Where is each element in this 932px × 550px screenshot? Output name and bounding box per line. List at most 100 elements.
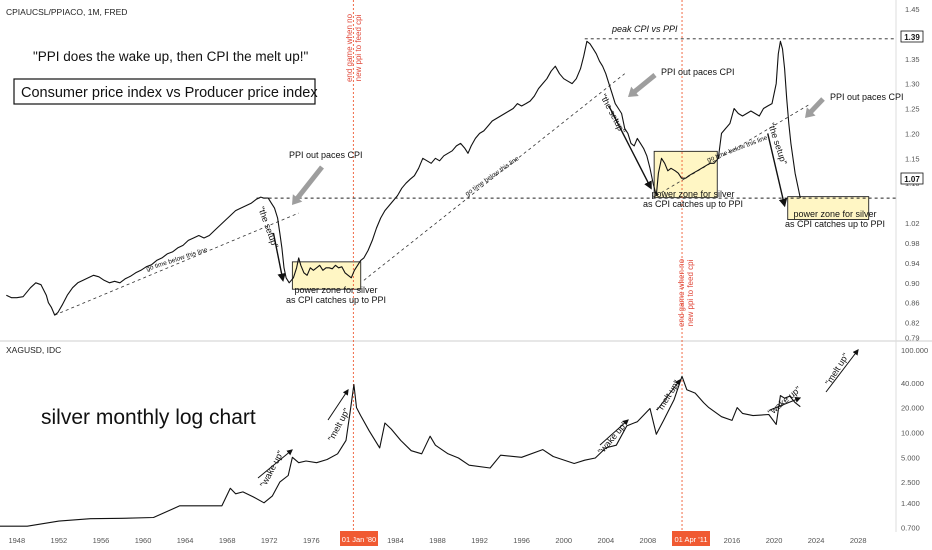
top-y-tick: 1.35 [905,55,920,64]
go-time-label-2: go time below this line [464,155,521,198]
end-game-label-1a: end game when no [345,13,354,82]
setup-arrow-2 [608,105,652,190]
bottom-symbol-label[interactable]: XAGUSD, IDC [6,345,61,355]
bottom-y-tick: 20.000 [901,404,924,413]
x-tick: 1956 [93,536,110,545]
x-tick: 1996 [513,536,530,545]
top-y-tick: 0.90 [905,279,920,288]
cpi-ppi-series-line [6,40,801,316]
x-tick: 1960 [135,536,152,545]
grey-arrow-3 [805,97,825,118]
power-zone-label-3b: as CPI catches up to PPI [785,219,885,229]
melt-up-label-2: "melt up" [654,378,682,414]
x-tick: 1988 [429,536,446,545]
power-zone-label-2a: power zone for silver [651,189,734,199]
top-symbol-label[interactable]: CPIAUCSL/PPIACO, 1M, FRED [6,7,127,17]
power-zone-1 [291,261,362,290]
thin-arrow-4 [656,379,681,411]
power-zone-label-3a: power zone for silver [793,209,876,219]
power-zone-label-1a: power zone for silver [294,285,377,295]
chart-drawing [0,0,932,532]
top-y-tick: 1.20 [905,129,920,138]
x-tick: 1948 [8,536,25,545]
quote-text: "PPI does the wake up, then CPI the melt… [33,49,308,64]
ppi-outpaces-label-2: PPI out paces CPI [661,67,735,77]
x-tick: 2008 [640,536,657,545]
top-y-tick: 0.94 [905,259,920,268]
x-tick: 2028 [850,536,867,545]
silver-series-line [0,375,801,527]
x-tick: 1984 [387,536,404,545]
top-y-tick: 1.15 [905,154,920,163]
power-zone-2 [653,150,718,199]
x-tick: 2024 [808,536,825,545]
setup-arrow-1 [272,232,286,282]
x-tick: 1968 [219,536,236,545]
end-game-label-2a: end game when no [677,258,686,327]
bottom-panel-text: XAGUSD, IDC silver monthly log chart "wa… [6,345,851,489]
highlight-tag-2011-text: 01 Apr '11 [675,535,708,544]
thin-arrow-6 [825,349,859,393]
trend-line-1 [54,212,299,316]
bottom-y-tick: 10.000 [901,428,924,437]
grey-arrow-2 [628,73,657,97]
price-tag-low-text: 1.07 [904,175,920,184]
top-y-tick: 1.45 [905,5,920,14]
bottom-y-tick: 5.000 [901,453,920,462]
end-game-label-2b: new ppi to feed cpi [686,259,695,326]
thin-arrow-1 [257,449,293,479]
title-box [13,78,316,105]
setup-arrow-3 [767,133,788,208]
x-axis: 1948 1952 1956 1960 1964 1968 1972 1976 1984 1988… [8,536,866,545]
peak-label: peak CPI vs PPI [611,24,678,34]
highlight-tag-2011: 01 Apr '11 [672,531,710,546]
ppi-outpaces-label-1: PPI out paces CPI [289,150,363,160]
top-y-tick: 1.02 [905,219,920,228]
thin-arrow-5 [769,396,802,411]
x-tick: 2016 [724,536,741,545]
price-tag-high: 1.39 [900,30,924,43]
top-y-tick: 0.98 [905,239,920,248]
grey-arrow-shape [628,73,657,97]
x-tick: 2004 [597,536,614,545]
bottom-y-axis: 100.000 40.000 20.000 10.000 5.000 2.500 1.400… [901,346,928,533]
bottom-y-tick: 0.700 [901,524,920,533]
grey-arrow-1 [291,165,324,206]
trend-line-2 [363,73,625,281]
wake-up-label-2: "wake up" [596,419,629,456]
x-tick: 1964 [177,536,194,545]
setup-label-2: "the setup" [598,92,627,135]
grey-arrow-shape [291,165,324,206]
price-tag-high-text: 1.39 [904,33,920,42]
power-zone-label-1b: as CPI catches up to PPI [286,295,386,305]
wake-up-label-1: "wake up" [258,449,286,489]
highlight-tag-1980: 01 Jan '80 [340,531,378,546]
top-panel-text: CPIAUCSL/PPIACO, 1M, FRED "PPI does the … [6,7,904,327]
power-zone-3 [787,196,870,220]
silver-title: silver monthly log chart [41,406,256,429]
top-y-tick: 0.86 [905,299,920,308]
thin-arrow-3 [599,419,629,446]
x-tick: 1992 [471,536,488,545]
bottom-y-tick: 100.000 [901,346,928,355]
x-tick: 1976 [303,536,320,545]
top-y-tick: 1.25 [905,105,920,114]
x-tick: 2000 [555,536,572,545]
top-y-tick: 1.30 [905,80,920,89]
grey-arrow-shape [805,97,825,118]
x-tick: 2020 [766,536,783,545]
wake-up-label-3: "wake up" [766,384,803,417]
highlight-tag-1980-text: 01 Jan '80 [342,535,376,544]
go-time-label-1: go time below this line [145,246,208,273]
bottom-y-tick: 40.000 [901,379,924,388]
price-tag-low: 1.07 [900,172,924,185]
top-y-tick: 0.82 [905,319,920,328]
go-time-label-3: go time below this line [706,134,769,164]
ppi-outpaces-label-3: PPI out paces CPI [830,92,904,102]
x-tick: 1972 [261,536,278,545]
bottom-y-tick: 1.400 [901,499,920,508]
x-tick: 1952 [51,536,68,545]
end-game-label-1b: new ppi to feed cpi [354,14,363,81]
title-box-text: Consumer price index vs Producer price i… [21,85,318,101]
